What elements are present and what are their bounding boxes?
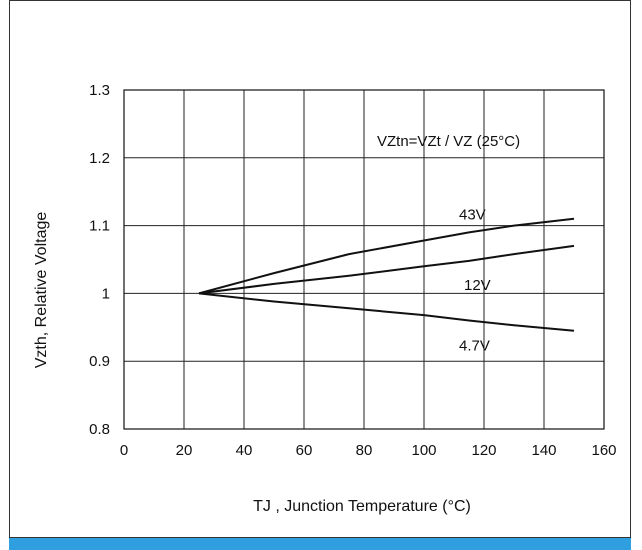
- x-tick-label: 20: [176, 442, 193, 459]
- x-tick-label: 60: [296, 442, 313, 459]
- x-tick-label: 100: [411, 442, 436, 459]
- plot-area: [123, 89, 605, 430]
- y-tick-label: 1.1: [89, 218, 110, 235]
- x-tick-label: 40: [236, 442, 253, 459]
- y-tick-label: 0.9: [89, 353, 110, 370]
- series-group: 43V 12V 4.7V: [198, 206, 575, 355]
- y-axis-label: Vzth, Relative Voltage: [33, 212, 50, 369]
- series-label: 43V: [459, 206, 486, 223]
- y-tick-label: 1.2: [89, 150, 110, 167]
- x-axis-label: TJ , Junction Temperature (°C): [253, 498, 471, 515]
- tick-labels: 0 20 40 60 80 100 120 140 160 0.8 0.9 1 1.1 1.2 1.3: [89, 82, 616, 459]
- series-label: 12V: [464, 277, 491, 294]
- x-tick-label: 80: [356, 442, 373, 459]
- series-line-43v: [198, 217, 575, 295]
- x-tick-label: 0: [120, 442, 128, 459]
- formula-annotation: VZtn=VZt / VZ (25°C): [377, 133, 520, 150]
- x-tick-label: 160: [591, 442, 616, 459]
- grid: [123, 89, 605, 430]
- x-tick-label: 140: [531, 442, 556, 459]
- series-label: 4.7V: [459, 338, 490, 355]
- x-tick-label: 120: [471, 442, 496, 459]
- y-tick-label: 1: [102, 285, 110, 302]
- series-line-47v: [198, 292, 575, 332]
- bottom-accent-bar: [9, 538, 631, 550]
- series-line-12v: [198, 244, 575, 295]
- y-tick-label: 0.8: [89, 421, 110, 438]
- y-tick-label: 1.3: [89, 82, 110, 99]
